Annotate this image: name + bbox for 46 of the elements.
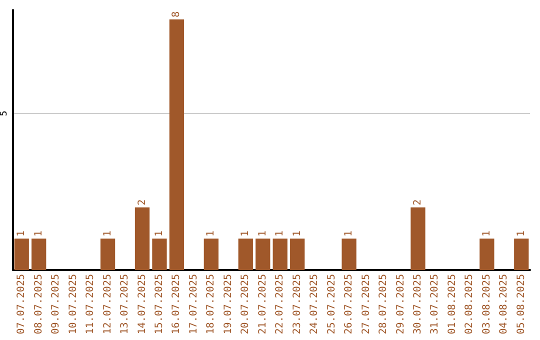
x-tick-label: 21.07.2025 (257, 274, 268, 334)
x-tick-label: 24.07.2025 (309, 274, 320, 334)
x-tick-label: 17.07.2025 (188, 274, 200, 334)
y-tick-label: 5 (0, 110, 10, 116)
x-tick-label: 19.07.2025 (222, 274, 234, 334)
x-tick-label: 18.07.2025 (206, 274, 217, 334)
x-tick-label: 14.07.2025 (136, 274, 148, 334)
x-tick-label: 20.07.2025 (240, 274, 252, 334)
x-tick-label: 26.07.2025 (344, 274, 355, 334)
x-tick-label: 23.07.2025 (292, 274, 303, 334)
data-label: 1 (154, 230, 165, 237)
x-tick-label: 03.08.2025 (481, 274, 492, 334)
x-tick-label: 30.07.2025 (412, 274, 424, 334)
data-label: 1 (240, 230, 252, 237)
x-tick-label: 09.07.2025 (50, 274, 62, 334)
x-tick-label: 22.07.2025 (274, 274, 286, 334)
x-tick-label: 05.08.2025 (516, 274, 527, 334)
data-label: 1 (344, 230, 355, 237)
x-tick-label: 08.07.2025 (33, 274, 44, 334)
data-label: 2 (136, 199, 148, 206)
data-label: 8 (171, 11, 182, 18)
x-tick-label: 10.07.2025 (68, 274, 79, 334)
data-label: 1 (516, 230, 527, 237)
data-label: 1 (33, 230, 44, 237)
x-tick-label: 28.07.2025 (378, 274, 390, 334)
x-tick-label: 02.08.2025 (464, 274, 476, 334)
x-tick-label: 13.07.2025 (120, 274, 131, 334)
x-tick-label: 31.07.2025 (430, 274, 441, 334)
x-tick-label: 27.07.2025 (360, 274, 372, 334)
data-label: 1 (16, 230, 28, 237)
data-label: 1 (274, 230, 286, 237)
x-tick-label: 07.07.2025 (16, 274, 28, 334)
data-label: 1 (481, 230, 492, 237)
x-tick-label: 12.07.2025 (102, 274, 114, 334)
x-tick-label: 01.08.2025 (446, 274, 458, 334)
x-tick-label: 04.08.2025 (498, 274, 510, 334)
data-label: 1 (292, 230, 303, 237)
x-tick-label: 11.07.2025 (85, 274, 96, 334)
x-tick-label: 15.07.2025 (154, 274, 165, 334)
x-tick-label: 16.07.2025 (171, 274, 182, 334)
x-tick-label: 29.07.2025 (395, 274, 406, 334)
data-label: 2 (412, 199, 424, 206)
data-label: 1 (257, 230, 268, 237)
data-label: 1 (102, 230, 114, 237)
data-label: 1 (206, 230, 217, 237)
x-tick-label: 25.07.2025 (326, 274, 338, 334)
